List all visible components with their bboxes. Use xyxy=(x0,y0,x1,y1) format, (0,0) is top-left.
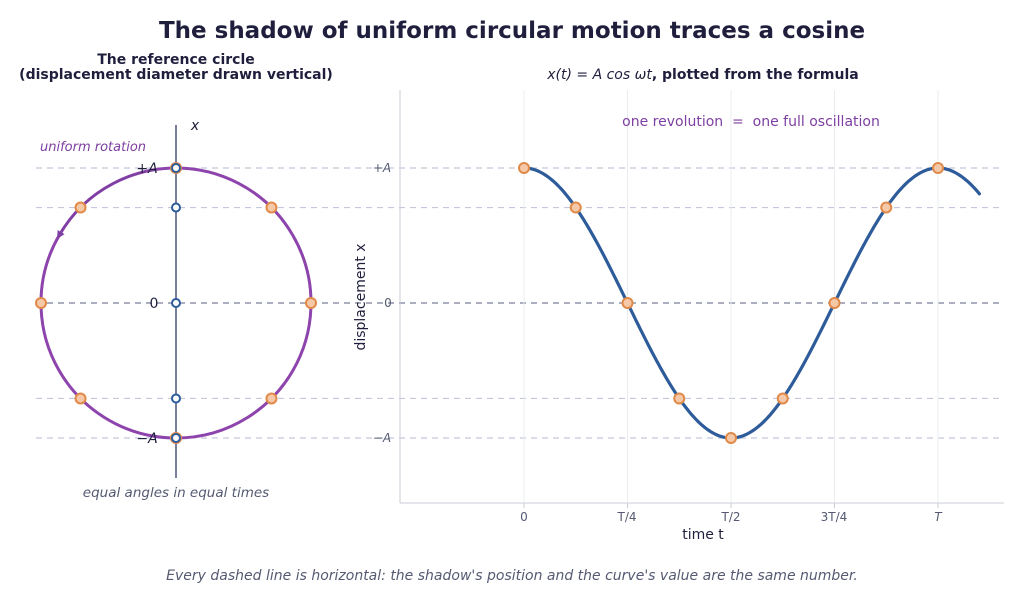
cosine-curve xyxy=(522,166,981,440)
curve-marker-5 xyxy=(776,392,789,405)
curve-marker-2 xyxy=(621,297,634,309)
curve-markers xyxy=(518,162,944,444)
y-tick-minus-a: −A xyxy=(373,431,391,445)
x-tick-t2: T/2 xyxy=(720,510,740,524)
vertical-gridlines xyxy=(523,90,939,508)
rotation-note: uniform rotation xyxy=(40,140,146,155)
y-axis-label: displacement x xyxy=(353,243,369,350)
circle-label-plus-a: +A xyxy=(136,161,157,177)
circle-marker-4 xyxy=(35,297,47,309)
shadow-marker-0 xyxy=(171,163,181,173)
equal-angles-note: equal angles in equal times xyxy=(83,485,269,501)
y-tick-plus-a: +A xyxy=(373,161,391,175)
rotation-arrow xyxy=(57,170,146,239)
dashed-guides xyxy=(36,167,1004,439)
circle-marker-0 xyxy=(305,297,317,309)
y-tick-zero: 0 xyxy=(384,296,392,310)
circle-marker-1 xyxy=(265,201,278,214)
right-panel-title-formula: x(t) = A cos ωt xyxy=(546,67,652,83)
displacement-axis-label: x xyxy=(190,118,200,134)
shadow-marker-1 xyxy=(171,202,181,213)
shadow-marker-3 xyxy=(171,393,181,404)
curve-marker-1 xyxy=(569,201,582,214)
x-tick-t: T xyxy=(934,510,943,524)
left-panel-subtitle: (displacement diameter drawn vertical) xyxy=(19,67,333,83)
right-panel-title-rest: , plotted from the formula xyxy=(652,67,859,83)
circle-marker-5 xyxy=(74,392,87,405)
curve-marker-4 xyxy=(725,432,737,444)
curve-marker-0 xyxy=(518,162,530,174)
curve-marker-8 xyxy=(932,162,944,174)
oscillation-annotation: one revolution = one full oscillation xyxy=(622,114,880,130)
circle-marker-7 xyxy=(265,392,278,405)
x-tick-t4: T/4 xyxy=(616,510,636,524)
right-panel-title: x(t) = A cos ωt, plotted from the formul… xyxy=(546,67,859,83)
plot-frame xyxy=(399,90,1004,504)
circle-marker-3 xyxy=(74,201,87,214)
footer-caption: Every dashed line is horizontal: the sha… xyxy=(166,568,858,584)
circle-label-minus-a: −A xyxy=(136,431,157,447)
curve-marker-3 xyxy=(673,392,686,405)
figure-title: The shadow of uniform circular motion tr… xyxy=(159,18,865,44)
x-tick-0: 0 xyxy=(520,510,528,524)
shadow-markers xyxy=(171,163,181,443)
curve-marker-6 xyxy=(828,297,841,309)
x-tick-3t4: 3T/4 xyxy=(821,510,848,524)
shadow-marker-2 xyxy=(171,298,181,308)
x-axis-label: time t xyxy=(682,527,724,543)
left-panel-title: The reference circle xyxy=(97,52,255,68)
circle-label-zero: 0 xyxy=(150,296,159,312)
curve-marker-7 xyxy=(880,201,893,214)
shadow-marker-4 xyxy=(171,433,181,443)
